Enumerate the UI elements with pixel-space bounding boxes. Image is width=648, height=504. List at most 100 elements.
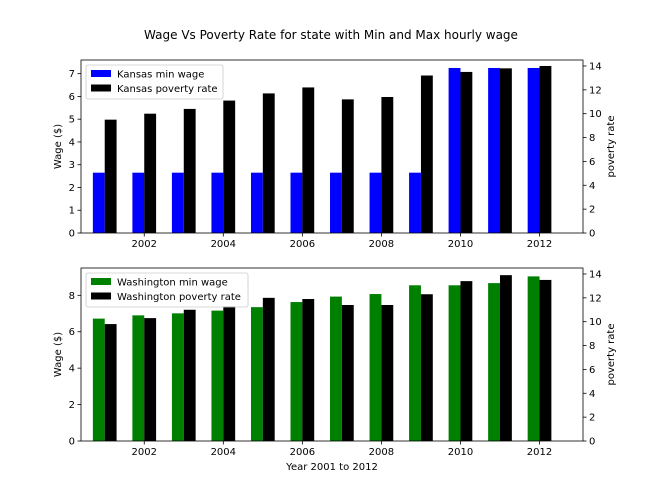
washington-wage-bar [250, 307, 263, 441]
washington-legend-box [85, 272, 249, 308]
kansas-y-tick-label: 5 [69, 115, 75, 126]
washington-y2label: poverty rate [606, 324, 617, 386]
washington-y2-tick-label: 10 [589, 317, 602, 328]
kansas-y2-tick-label: 4 [589, 181, 595, 192]
kansas-x-tick-label: 2006 [290, 239, 315, 250]
washington-x-tick-label: 2006 [290, 447, 315, 458]
washington-wage-bar [171, 313, 184, 441]
washington-poverty-bar [539, 279, 552, 441]
washington-poverty-bar [302, 299, 315, 441]
kansas-y2-tick-label: 2 [589, 205, 595, 216]
kansas-y-tick-label: 0 [69, 229, 75, 240]
washington-poverty-bar [183, 309, 196, 441]
kansas-poverty-bar [341, 99, 354, 234]
washington-poverty-bar [341, 304, 354, 441]
washington-y2-tick-label: 8 [589, 341, 595, 352]
kansas-wage-bar [330, 172, 342, 233]
kansas-y2-tick-label: 12 [589, 85, 602, 96]
washington-plot-frame [80, 267, 584, 442]
kansas-y-tick-label: 6 [69, 92, 75, 103]
kansas-x-tick-label: 2012 [527, 239, 552, 250]
washington-wage-bar [488, 283, 500, 441]
washington-poverty-bar [104, 324, 117, 441]
kansas-wage-bar [211, 172, 224, 233]
kansas-poverty-bar [420, 75, 433, 233]
washington-panel: 2002 2004 2006 2008 2010 2012 0 2 4 6 8 0 2 4 6 8 10 12 14… [53, 267, 617, 473]
washington-xlabel: Year 2001 to 2012 [285, 462, 378, 473]
washington-poverty-bar [499, 275, 512, 441]
washington-wage-bar [290, 302, 303, 441]
washington-y2-tick-label: 4 [589, 389, 595, 400]
washington-y2-tick-label: 14 [589, 269, 602, 280]
washington-legend-label: Washington min wage [117, 278, 228, 289]
kansas-y2-tick-label: 14 [589, 61, 602, 72]
washington-y-tick-label: 8 [69, 291, 75, 302]
kansas-legend-label: Kansas min wage [117, 70, 204, 81]
washington-y-tick-label: 2 [69, 400, 75, 411]
kansas-poverty-bar [499, 68, 512, 233]
washington-wage-bar [211, 310, 224, 441]
kansas-x-tick-label: 2004 [211, 239, 236, 250]
washington-wage-bar [369, 294, 382, 441]
washington-x-tick-label: 2010 [448, 447, 473, 458]
kansas-wage-bar [448, 67, 461, 233]
kansas-wage-bar [290, 172, 303, 233]
washington-ylabel: Wage ($) [53, 332, 64, 377]
kansas-x-tick-label: 2002 [132, 239, 157, 250]
washington-legend-label: Washington poverty rate [117, 292, 241, 303]
washington-poverty-bar [144, 318, 157, 441]
washington-y2-tick-label: 12 [589, 293, 602, 304]
washington-poverty-bar [460, 281, 473, 441]
washington-y2-tick-label: 6 [589, 365, 595, 376]
chart-title: Wage Vs Poverty Rate for state with Min … [144, 28, 518, 42]
washington-x-tick-label: 2004 [211, 447, 236, 458]
kansas-y-tick-label: 1 [69, 206, 75, 217]
kansas-poverty-bar [302, 87, 315, 233]
washington-x-tick-label: 2002 [132, 447, 157, 458]
kansas-y-tick-label: 2 [69, 183, 75, 194]
washington-wage-bar [409, 285, 421, 441]
washington-poverty-bar [262, 297, 275, 441]
kansas-poverty-bar [262, 93, 275, 233]
washington-x-tick-label: 2008 [369, 447, 394, 458]
washington-x-tick-label: 2012 [527, 447, 552, 458]
washington-legend-swatch [91, 292, 111, 300]
washington-y2-tick-label: 0 [589, 437, 595, 448]
kansas-wage-bar [369, 172, 382, 233]
kansas-x-tick-label: 2010 [448, 239, 473, 250]
washington-wage-bar [448, 285, 461, 441]
washington-legend: Washington min wage Washington poverty ra… [85, 272, 249, 308]
kansas-poverty-bar [223, 100, 236, 233]
kansas-poverty-bar [144, 113, 157, 233]
kansas-legend: Kansas min wage Kansas poverty rate [85, 64, 224, 100]
kansas-y2-tick-label: 10 [589, 109, 602, 120]
kansas-legend-swatch [91, 70, 111, 77]
washington-legend-swatch [91, 278, 111, 285]
kansas-legend-box [85, 64, 224, 100]
kansas-y2-tick-label: 0 [589, 229, 595, 240]
kansas-wage-bar [171, 172, 184, 233]
kansas-panel: 2002 2004 2006 2008 2010 20120123456702468101… [53, 59, 617, 250]
kansas-y-tick-label: 7 [69, 69, 75, 80]
kansas-poverty-bar [460, 71, 473, 234]
kansas-wage-bar [250, 172, 263, 233]
washington-wage-bar [527, 276, 540, 441]
washington-y-tick-label: 6 [69, 327, 75, 338]
kansas-poverty-bar [539, 65, 552, 233]
kansas-wage-bar [132, 172, 145, 233]
washington-poverty-bar [381, 304, 394, 441]
kansas-wage-bar [92, 172, 105, 233]
washington-wage-bar [132, 315, 145, 441]
kansas-y-tick-label: 3 [69, 160, 75, 171]
washington-wage-bar [330, 296, 342, 441]
kansas-ylabel: Wage ($) [53, 124, 64, 169]
kansas-y2-tick-label: 8 [589, 133, 595, 144]
washington-poverty-bar [420, 294, 433, 441]
washington-y-tick-label: 0 [69, 437, 75, 448]
kansas-poverty-bar [381, 96, 394, 234]
kansas-y2label: poverty rate [606, 116, 617, 178]
washington-y2-tick-label: 2 [589, 413, 595, 424]
kansas-wage-bar [527, 67, 540, 233]
kansas-legend-label: Kansas poverty rate [117, 84, 218, 95]
